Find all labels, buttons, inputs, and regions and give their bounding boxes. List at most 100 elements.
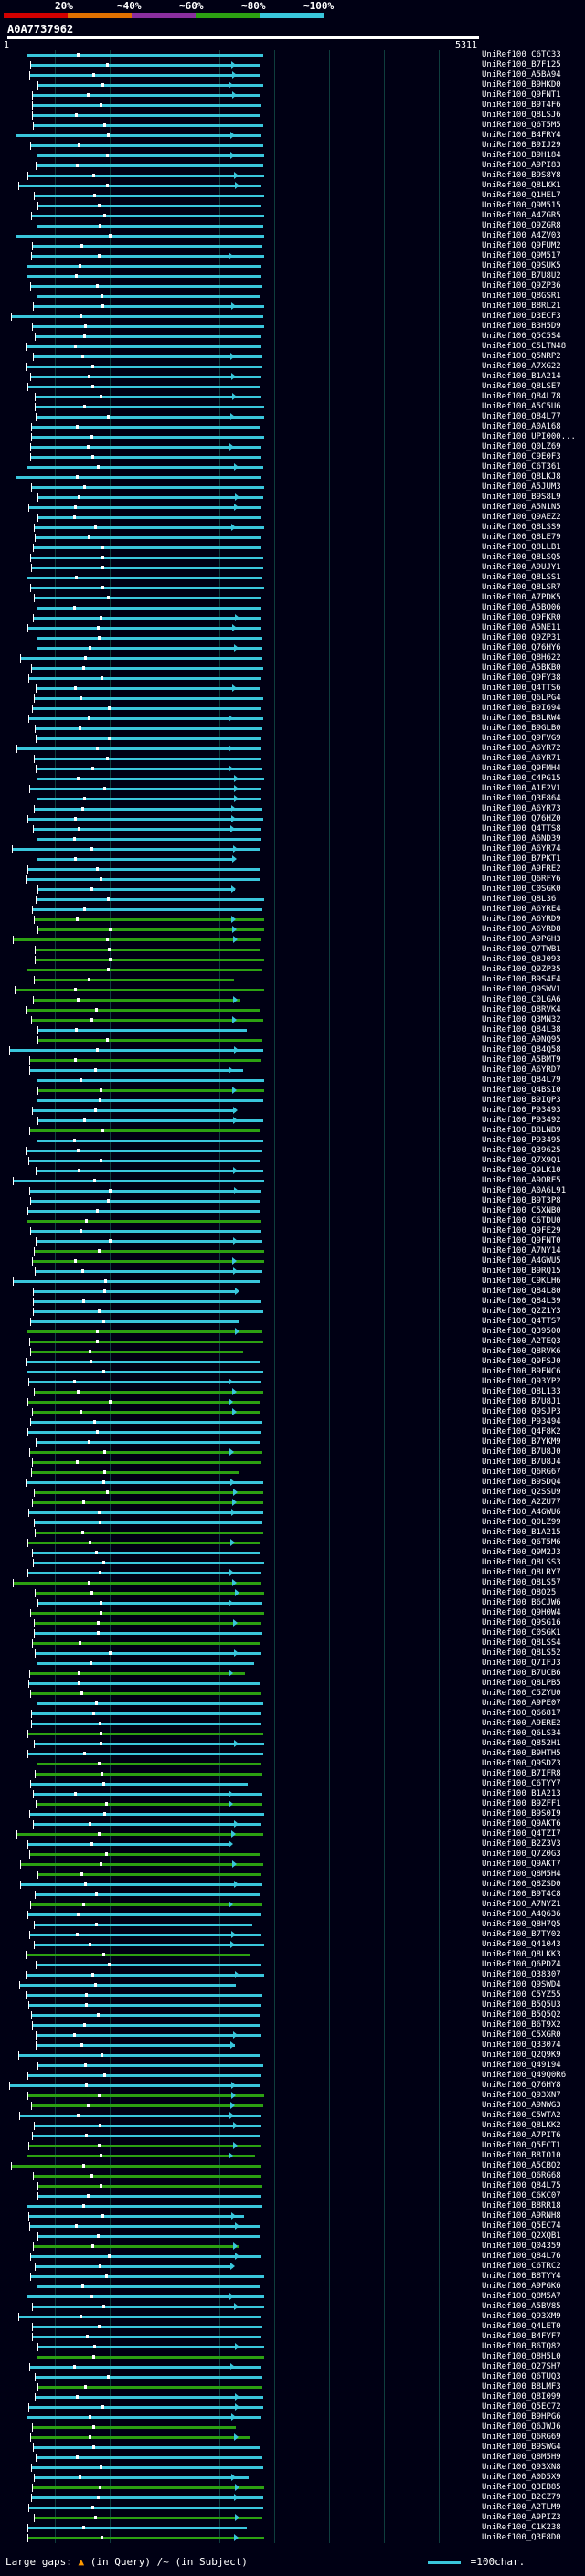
hit-label[interactable]: UniRef100_Q8LSS4 xyxy=(482,1638,561,1648)
hit-label[interactable]: UniRef100_Q2SSU9 xyxy=(482,1488,561,1497)
hit-bar[interactable] xyxy=(34,1924,252,1926)
hit-bar[interactable] xyxy=(19,1984,236,1987)
hit-label[interactable]: UniRef100_B3H5D9 xyxy=(482,322,561,331)
hit-label[interactable]: UniRef100_Q5EC72 xyxy=(482,2402,561,2412)
hit-label[interactable]: UniRef100_A6ND39 xyxy=(482,834,561,843)
hit-bar[interactable] xyxy=(26,366,262,368)
hit-label[interactable]: UniRef100_Q3E864 xyxy=(482,794,561,803)
hit-bar[interactable] xyxy=(36,1803,262,1806)
hit-bar[interactable] xyxy=(27,2537,264,2539)
hit-label[interactable]: UniRef100_A5NE11 xyxy=(482,623,561,632)
hit-label[interactable]: UniRef100_A2ZU77 xyxy=(482,1498,561,1507)
hit-label[interactable]: UniRef100_Q84L79 xyxy=(482,1076,561,1085)
hit-label[interactable]: UniRef100_A5JUM3 xyxy=(482,482,561,492)
hit-bar[interactable] xyxy=(35,1532,263,1534)
hit-label[interactable]: UniRef100_Q8L36 xyxy=(482,895,557,904)
hit-bar[interactable] xyxy=(29,2366,261,2369)
hit-label[interactable]: UniRef100_Q8L133 xyxy=(482,1387,561,1396)
hit-label[interactable]: UniRef100_Q7X9Q1 xyxy=(482,1156,561,1165)
hit-bar[interactable] xyxy=(27,175,264,177)
hit-label[interactable]: UniRef100_Q6PDZ4 xyxy=(482,1960,561,1969)
hit-label[interactable]: UniRef100_B9H184 xyxy=(482,151,561,160)
hit-label[interactable]: UniRef100_A6YRE4 xyxy=(482,905,561,914)
hit-label[interactable]: UniRef100_Q9SG16 xyxy=(482,1618,561,1627)
hit-label[interactable]: UniRef100_B7UCB6 xyxy=(482,1669,561,1678)
hit-bar[interactable] xyxy=(33,546,261,549)
hit-label[interactable]: UniRef100_Q8LSJ6 xyxy=(482,111,561,120)
hit-bar[interactable] xyxy=(13,1280,260,1283)
hit-bar[interactable] xyxy=(27,1330,262,1333)
hit-label[interactable]: UniRef100_A6YR73 xyxy=(482,804,561,813)
hit-label[interactable]: UniRef100_Q27SH7 xyxy=(482,2362,561,2371)
hit-label[interactable]: UniRef100_C5WTA2 xyxy=(482,2111,561,2120)
hit-bar[interactable] xyxy=(28,1160,260,1162)
hit-label[interactable]: UniRef100_B8IO10 xyxy=(482,2151,561,2160)
hit-bar[interactable] xyxy=(33,1562,264,1564)
hit-label[interactable]: UniRef100_A1E2V1 xyxy=(482,784,561,793)
hit-bar[interactable] xyxy=(18,185,261,187)
hit-bar[interactable] xyxy=(30,557,263,559)
hit-bar[interactable] xyxy=(37,516,261,519)
hit-bar[interactable] xyxy=(32,1109,236,1112)
hit-bar[interactable] xyxy=(26,1481,263,1484)
hit-bar[interactable] xyxy=(35,536,261,539)
hit-bar[interactable] xyxy=(27,818,263,821)
hit-bar[interactable] xyxy=(29,1190,261,1193)
hit-label[interactable]: UniRef100_B9HTH5 xyxy=(482,1749,561,1758)
hit-bar[interactable] xyxy=(35,335,261,338)
hit-label[interactable]: UniRef100_C6TC33 xyxy=(482,50,561,59)
hit-bar[interactable] xyxy=(37,2064,263,2067)
hit-bar[interactable] xyxy=(34,1250,264,1253)
hit-label[interactable]: UniRef100_Q9AKT6 xyxy=(482,1819,561,1829)
hit-label[interactable]: UniRef100_Q84L39 xyxy=(482,1297,561,1306)
hit-label[interactable]: UniRef100_Q2Q9K9 xyxy=(482,2051,561,2060)
hit-bar[interactable] xyxy=(32,245,262,248)
hit-bar[interactable] xyxy=(26,1009,260,1012)
hit-label[interactable]: UniRef100_Q8LKJ8 xyxy=(482,472,561,482)
hit-bar[interactable] xyxy=(37,1039,262,1042)
hit-bar[interactable] xyxy=(33,305,264,308)
hit-bar[interactable] xyxy=(37,2285,260,2288)
hit-label[interactable]: UniRef100_Q6RG69 xyxy=(482,2433,561,2442)
hit-label[interactable]: UniRef100_Q84L77 xyxy=(482,412,561,421)
hit-bar[interactable] xyxy=(19,2115,261,2117)
hit-bar[interactable] xyxy=(26,878,260,881)
hit-label[interactable]: UniRef100_Q1HEL7 xyxy=(482,191,561,200)
hit-bar[interactable] xyxy=(28,2507,263,2509)
hit-bar[interactable] xyxy=(27,1401,260,1404)
hit-bar[interactable] xyxy=(37,607,261,610)
hit-label[interactable]: UniRef100_B9ZFF1 xyxy=(482,1799,561,1808)
hit-bar[interactable] xyxy=(30,2275,264,2278)
hit-label[interactable]: UniRef100_B1A215 xyxy=(482,1528,561,1537)
hit-bar[interactable] xyxy=(36,1170,263,1172)
hit-bar[interactable] xyxy=(29,1341,263,1343)
hit-label[interactable]: UniRef100_Q7Z0G3 xyxy=(482,1850,561,1859)
hit-label[interactable]: UniRef100_B7U8J1 xyxy=(482,1397,561,1406)
hit-bar[interactable] xyxy=(30,446,261,449)
hit-label[interactable]: UniRef100_Q9SDZ3 xyxy=(482,1759,561,1768)
hit-label[interactable]: UniRef100_Q8J093 xyxy=(482,955,561,964)
hit-label[interactable]: UniRef100_C5ZYU0 xyxy=(482,1689,561,1698)
hit-label[interactable]: UniRef100_Q9M2J3 xyxy=(482,1548,561,1557)
hit-bar[interactable] xyxy=(34,1491,263,1494)
hit-bar[interactable] xyxy=(32,2135,260,2137)
hit-bar[interactable] xyxy=(32,1642,260,1645)
hit-label[interactable]: UniRef100_Q41043 xyxy=(482,1940,561,1949)
hit-bar[interactable] xyxy=(30,1612,264,1615)
hit-bar[interactable] xyxy=(32,2336,261,2338)
hit-label[interactable]: UniRef100_Q9SJP3 xyxy=(482,1407,561,1416)
hit-bar[interactable] xyxy=(27,1542,260,1544)
hit-bar[interactable] xyxy=(37,2195,261,2198)
hit-label[interactable]: UniRef100_Q8RVK4 xyxy=(482,1005,561,1014)
hit-label[interactable]: UniRef100_A5CBQ2 xyxy=(482,2161,561,2170)
hit-bar[interactable] xyxy=(30,1692,261,1695)
hit-bar[interactable] xyxy=(32,1411,260,1414)
hit-bar[interactable] xyxy=(36,164,263,167)
hit-bar[interactable] xyxy=(33,999,240,1002)
hit-bar[interactable] xyxy=(32,1461,261,1464)
hit-bar[interactable] xyxy=(37,2235,260,2238)
hit-label[interactable]: UniRef100_C6TRC2 xyxy=(482,2262,561,2271)
hit-label[interactable]: UniRef100_B9RQ15 xyxy=(482,1267,561,1276)
hit-bar[interactable] xyxy=(35,949,260,951)
hit-label[interactable]: UniRef100_A7XG22 xyxy=(482,362,561,371)
